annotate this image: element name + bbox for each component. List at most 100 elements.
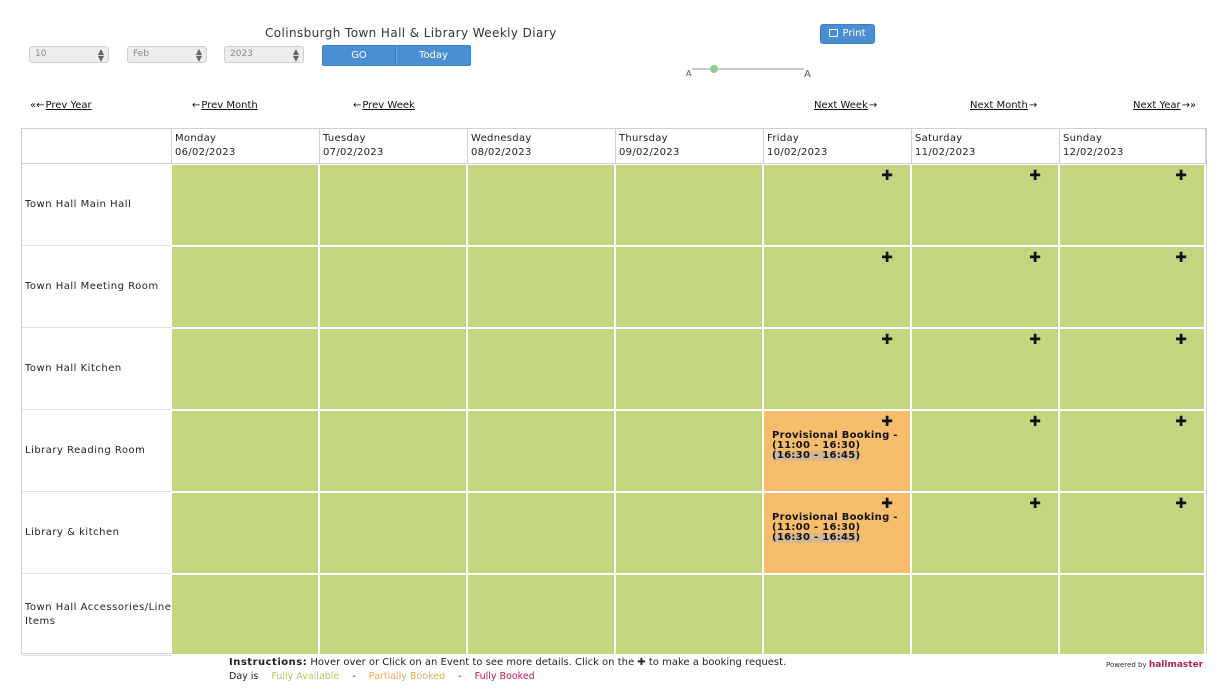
legend-fully-available: Fully Available [271,671,340,682]
add-booking-icon[interactable]: ✚ [1175,414,1187,430]
booking-time: (11:00 - 16:30) [772,440,861,451]
legend-separator: - [352,671,356,682]
calendar-cell[interactable] [320,575,468,656]
next-month-label: Next Month [970,100,1028,111]
calendar-cell[interactable] [616,493,764,575]
calendar-cell[interactable] [468,329,616,411]
calendar-cell[interactable] [764,575,912,656]
print-button[interactable]: Print [820,24,875,44]
calendar-cell[interactable] [172,575,320,656]
calendar-cell[interactable]: ✚ [912,329,1060,411]
add-booking-icon[interactable]: ✚ [1175,250,1187,266]
double-arrow-right-icon: →» [1181,100,1197,111]
calendar-cell[interactable] [172,329,320,411]
room-label: Town Hall Kitchen [22,328,172,410]
booking-time: (16:30 - 16:45) [772,532,861,543]
prev-year-link[interactable]: «←Prev Year [29,100,92,111]
prev-week-link[interactable]: ←Prev Week [352,100,415,111]
calendar-cell[interactable]: ✚ [764,247,912,329]
calendar-cell[interactable] [172,165,320,247]
slider-handle[interactable] [710,65,719,73]
calendar-cell[interactable] [468,247,616,329]
today-button[interactable]: Today [396,45,471,66]
grid-corner [22,129,172,164]
calendar-cell[interactable] [616,411,764,493]
calendar-cell[interactable] [172,247,320,329]
day-name: Tuesday [323,133,366,144]
day-header: Sunday 12/02/2023 [1060,129,1206,164]
calendar-cell[interactable] [172,493,320,575]
calendar-cell[interactable]: ✚ [764,329,912,411]
calendar-cell[interactable] [320,165,468,247]
calendar-cell-partial[interactable]: ✚ Provisional Booking - (11:00 - 16:30) (16… [764,493,912,575]
calendar-cell[interactable]: ✚ [1060,247,1206,329]
room-label: Library Reading Room [22,410,172,492]
add-booking-icon[interactable]: ✚ [1175,496,1187,512]
add-booking-icon[interactable]: ✚ [1029,414,1041,430]
add-booking-icon[interactable]: ✚ [881,414,893,430]
add-booking-icon[interactable]: ✚ [1029,250,1041,266]
prev-month-link[interactable]: ←Prev Month [191,100,258,111]
font-size-slider[interactable]: A A [686,62,812,82]
day-header: Friday 10/02/2023 [764,129,912,164]
add-booking-icon[interactable]: ✚ [1175,332,1187,348]
calendar-cell[interactable] [468,165,616,247]
add-booking-icon[interactable]: ✚ [1175,168,1187,184]
calendar-cell[interactable] [320,411,468,493]
calendar-cell[interactable] [616,575,764,656]
calendar-cell[interactable] [320,247,468,329]
booking-event[interactable]: Provisional Booking - (11:00 - 16:30) (16:… [772,431,898,461]
day-date: 07/02/2023 [323,147,384,158]
calendar-cell[interactable]: ✚ [912,411,1060,493]
add-booking-icon[interactable]: ✚ [881,168,893,184]
calendar-cell[interactable] [1060,575,1206,656]
add-booking-icon[interactable]: ✚ [1029,496,1041,512]
add-booking-icon[interactable]: ✚ [881,496,893,512]
calendar-cell[interactable] [616,165,764,247]
legend: Day is Fully Available - Partially Booke… [229,671,545,682]
next-year-link[interactable]: Next Year→» [1133,100,1197,111]
day-name: Saturday [915,133,963,144]
add-booking-icon[interactable]: ✚ [881,250,893,266]
calendar-cell[interactable]: ✚ [912,165,1060,247]
calendar-cell[interactable] [172,411,320,493]
day-header: Monday 06/02/2023 [172,129,320,164]
calendar-cell[interactable] [616,329,764,411]
calendar-cell[interactable] [468,411,616,493]
calendar-cell[interactable] [320,493,468,575]
print-label: Print [842,28,866,39]
slider-track[interactable] [692,68,804,70]
calendar-cell[interactable] [468,493,616,575]
calendar-cell[interactable] [468,575,616,656]
booking-time: (11:00 - 16:30) [772,522,861,533]
room-label: Town Hall Meeting Room [22,246,172,328]
day-header: Tuesday 07/02/2023 [320,129,468,164]
calendar-cell[interactable] [616,247,764,329]
go-button[interactable]: GO [322,45,396,66]
next-week-link[interactable]: Next Week→ [814,100,878,111]
arrow-left-icon: ← [192,100,201,111]
spinner-icon: ▲ ▼ [195,47,202,63]
calendar-cell[interactable]: ✚ [1060,165,1206,247]
calendar-cell-partial[interactable]: ✚ Provisional Booking - (11:00 - 16:30) (16… [764,411,912,493]
calendar-cell[interactable]: ✚ [1060,493,1206,575]
calendar-cell[interactable]: ✚ [764,165,912,247]
year-select[interactable]: 2023 ▲ ▼ [224,46,304,63]
add-booking-icon[interactable]: ✚ [1029,168,1041,184]
day-select[interactable]: 10 ▲ ▼ [29,46,109,63]
calendar-cell[interactable] [912,575,1060,656]
calendar-cell[interactable]: ✚ [912,247,1060,329]
powered-by-label: Powered by [1106,661,1147,669]
next-month-link[interactable]: Next Month→ [970,100,1038,111]
powered-by[interactable]: Powered by hallmaster [1106,660,1203,670]
month-select[interactable]: Feb ▲ ▼ [127,46,207,63]
calendar-cell[interactable]: ✚ [1060,329,1206,411]
booking-event[interactable]: Provisional Booking - (11:00 - 16:30) (16:… [772,513,898,543]
arrow-left-icon: ← [353,100,362,111]
day-select-value: 10 [35,49,47,59]
add-booking-icon[interactable]: ✚ [881,332,893,348]
add-booking-icon[interactable]: ✚ [1029,332,1041,348]
calendar-cell[interactable]: ✚ [912,493,1060,575]
calendar-cell[interactable]: ✚ [1060,411,1206,493]
calendar-cell[interactable] [320,329,468,411]
